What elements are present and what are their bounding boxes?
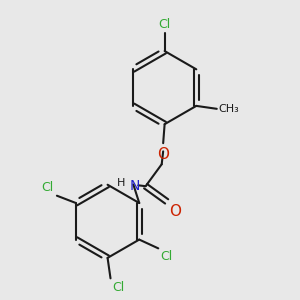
Text: O: O [169,204,181,219]
Text: Cl: Cl [158,18,171,31]
Text: H: H [117,178,125,188]
Text: N: N [130,178,140,193]
Text: Cl: Cl [112,281,124,294]
Text: CH₃: CH₃ [218,104,239,114]
Text: Cl: Cl [42,181,54,194]
Text: O: O [157,147,169,162]
Text: Cl: Cl [160,250,173,263]
